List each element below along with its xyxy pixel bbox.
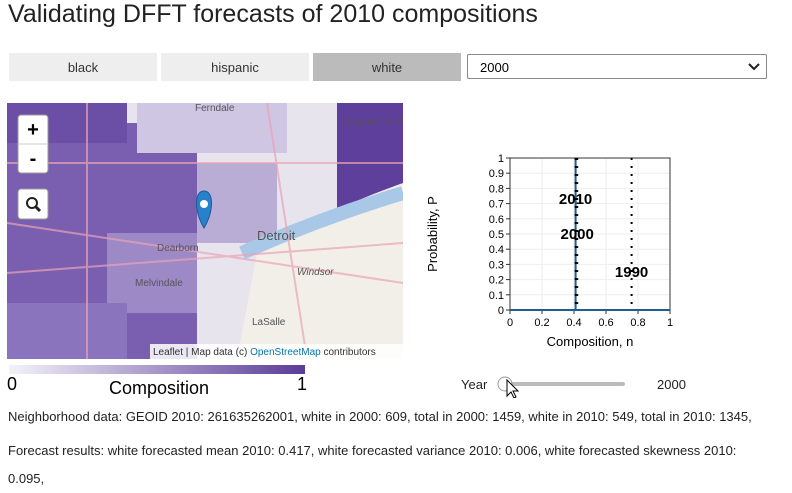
x-tick-label: 0.2 bbox=[534, 317, 549, 329]
plot: 0 0.1 0.2 0.3 0.4 0.5 0.6 0.7 0.8 0.9 1 0 0.2 0.4 0.6 0… bbox=[425, 153, 673, 349]
colorbar-label: Composition bbox=[109, 378, 209, 398]
slider-label: Year bbox=[461, 377, 488, 392]
year-marker-label: 2010 bbox=[559, 191, 592, 208]
place-label: LaSalle bbox=[252, 317, 286, 328]
map[interactable]: Ferndale Detroit Windsor LaSalle Dearbor… bbox=[7, 103, 403, 359]
colorbar-min: 0 bbox=[7, 374, 17, 394]
x-tick-label: 0 bbox=[507, 317, 513, 329]
attribution: Leaflet | Map data (c) OpenStreetMap con… bbox=[153, 347, 376, 358]
year-select[interactable]: 2000 bbox=[467, 54, 767, 79]
y-tick-label: 1 bbox=[498, 153, 504, 165]
forecast-results: Forecast results: white forecasted mean … bbox=[8, 443, 737, 486]
year-marker-label: 1990 bbox=[615, 264, 648, 281]
y-tick-label: 0.4 bbox=[489, 244, 504, 256]
y-tick-label: 0 bbox=[498, 305, 504, 317]
y-tick-label: 0.3 bbox=[489, 259, 504, 271]
y-tick-label: 0.2 bbox=[489, 275, 504, 287]
x-tick-label: 0.8 bbox=[630, 317, 645, 329]
attribution-suffix: contributors bbox=[321, 347, 376, 358]
y-axis-label: Probability, P bbox=[425, 196, 440, 272]
page: Validating DFFT forecasts of 2010 compos… bbox=[6, 0, 767, 486]
y-tick-label: 0.5 bbox=[489, 229, 504, 241]
x-tick-label: 0.6 bbox=[598, 317, 613, 329]
zoom-control: + - bbox=[17, 114, 49, 220]
race-button[interactable]: black bbox=[9, 53, 157, 81]
year-marker-label: 2000 bbox=[561, 226, 594, 243]
colorbar-max: 1 bbox=[297, 374, 307, 394]
dropdown-arrow bbox=[748, 63, 760, 71]
place-label: Detroit bbox=[257, 228, 296, 243]
place-label: Grosse Pointe bbox=[345, 117, 403, 128]
y-tick-label: 0.6 bbox=[489, 214, 504, 226]
place-label: Ferndale bbox=[195, 103, 235, 114]
colorbar-gradient bbox=[9, 365, 305, 374]
map-pin[interactable] bbox=[196, 190, 212, 229]
y-tick-label: 0.8 bbox=[489, 183, 504, 195]
attribution-prefix: Leaflet | Map data (c) bbox=[153, 347, 250, 358]
place-label: Melvindale bbox=[135, 278, 183, 289]
neighborhood-data: Neighborhood data: GEOID 2010: 261635262… bbox=[8, 409, 752, 424]
place-label: Windsor bbox=[297, 267, 334, 278]
x-tick-label: 0.4 bbox=[566, 317, 581, 329]
y-tick-label: 0.7 bbox=[489, 199, 504, 211]
place-label: Dearborn bbox=[157, 243, 199, 254]
slider-value: 2000 bbox=[657, 377, 686, 392]
select-value: 2000 bbox=[480, 60, 509, 75]
colorbar: 0 Composition 1 bbox=[7, 365, 307, 398]
x-tick-label: 1 bbox=[667, 317, 673, 329]
page-title: Validating DFFT forecasts of 2010 compos… bbox=[8, 0, 538, 28]
race-button[interactable]: hispanic bbox=[161, 53, 309, 81]
y-tick-label: 0.9 bbox=[489, 168, 504, 180]
distribution-line bbox=[510, 158, 670, 311]
race-button[interactable]: white bbox=[313, 53, 461, 81]
attribution-link[interactable]: OpenStreetMap bbox=[250, 347, 321, 358]
zoom-in[interactable]: + bbox=[27, 119, 39, 141]
x-axis-label: Composition, n bbox=[547, 334, 634, 349]
zoom-out[interactable]: - bbox=[30, 148, 37, 170]
y-tick-label: 0.1 bbox=[489, 290, 504, 302]
year-slider[interactable] bbox=[495, 376, 635, 398]
